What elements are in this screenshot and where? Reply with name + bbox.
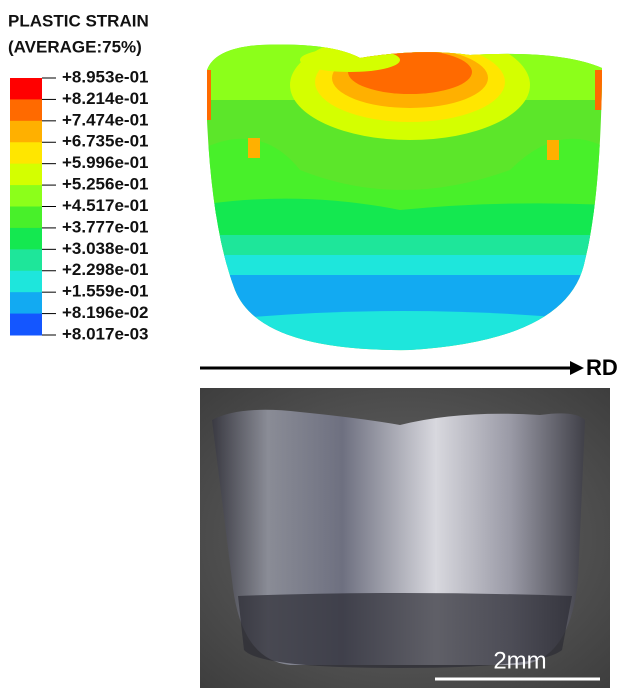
legend-swatch — [10, 185, 42, 207]
legend-label: +4.517e-01 — [62, 196, 149, 215]
legend-label: +5.996e-01 — [62, 153, 149, 172]
legend-label: +5.256e-01 — [62, 175, 149, 194]
legend-title: (AVERAGE:75%) — [8, 37, 142, 56]
legend-swatch — [10, 142, 42, 164]
scale-bar-label: 2mm — [493, 647, 546, 674]
legend-swatch — [10, 121, 42, 143]
legend-label: +3.038e-01 — [62, 239, 149, 258]
legend-swatch — [10, 292, 42, 314]
legend-swatch — [10, 249, 42, 271]
legend-swatch — [10, 207, 42, 229]
legend-swatch — [10, 164, 42, 186]
legend-swatch — [10, 99, 42, 121]
figure: PLASTIC STRAIN (AVERAGE:75%) +8.953e-01+… — [0, 0, 630, 689]
legend-swatch — [10, 78, 42, 100]
legend-label: +8.017e-03 — [62, 324, 149, 343]
legend-swatch — [10, 271, 42, 293]
legend-swatch — [10, 314, 42, 336]
direction-label: RD — [586, 355, 618, 380]
legend: +8.953e-01 +8.214e-01 +7.474e-01 +6.735e-01… — [10, 67, 149, 343]
legend-label: +2.298e-01 — [62, 260, 149, 279]
legend-swatch — [10, 228, 42, 250]
legend-label: +3.777e-01 — [62, 217, 149, 236]
legend-label: +8.953e-01 — [62, 67, 149, 86]
legend-label: +6.735e-01 — [62, 132, 149, 151]
legend-label: +8.214e-01 — [62, 89, 149, 108]
legend-label: +8.196e-02 — [62, 303, 149, 322]
legend-label: +1.559e-01 — [62, 282, 149, 301]
arrow-head — [570, 361, 584, 375]
legend-title: PLASTIC STRAIN — [8, 11, 149, 30]
contour-plot — [200, 30, 610, 360]
legend-label: +7.474e-01 — [62, 110, 149, 129]
